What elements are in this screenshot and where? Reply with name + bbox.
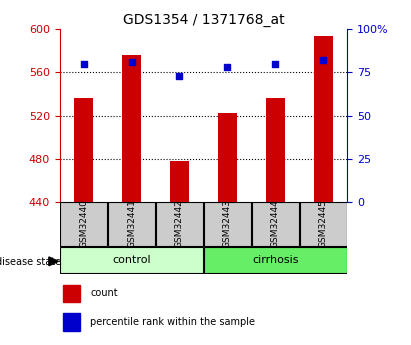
Point bbox=[128, 59, 135, 65]
Bar bbox=[60, 202, 107, 246]
Title: GDS1354 / 1371768_at: GDS1354 / 1371768_at bbox=[122, 13, 284, 27]
Bar bbox=[60, 247, 203, 273]
Bar bbox=[62, 313, 80, 331]
Text: GSM32445: GSM32445 bbox=[319, 199, 328, 248]
Bar bbox=[62, 285, 80, 302]
Point bbox=[224, 65, 231, 70]
Point bbox=[176, 73, 183, 79]
Text: GSM32442: GSM32442 bbox=[175, 199, 184, 248]
Bar bbox=[314, 36, 333, 202]
Bar bbox=[108, 202, 155, 246]
Text: cirrhosis: cirrhosis bbox=[252, 255, 299, 265]
Bar bbox=[156, 202, 203, 246]
Text: count: count bbox=[90, 288, 118, 298]
Text: GSM32441: GSM32441 bbox=[127, 199, 136, 248]
Polygon shape bbox=[49, 257, 58, 266]
Text: percentile rank within the sample: percentile rank within the sample bbox=[90, 317, 255, 327]
Bar bbox=[122, 55, 141, 202]
Bar bbox=[74, 98, 93, 202]
Bar bbox=[300, 202, 347, 246]
Bar bbox=[218, 114, 237, 202]
Bar bbox=[252, 202, 299, 246]
Point bbox=[272, 61, 279, 67]
Bar bbox=[204, 202, 251, 246]
Text: control: control bbox=[112, 255, 151, 265]
Bar bbox=[266, 98, 285, 202]
Point bbox=[320, 58, 327, 63]
Text: disease state: disease state bbox=[0, 257, 61, 266]
Bar bbox=[170, 161, 189, 202]
Point bbox=[80, 61, 87, 67]
Text: GSM32440: GSM32440 bbox=[79, 199, 88, 248]
Text: GSM32443: GSM32443 bbox=[223, 199, 232, 248]
Bar bbox=[204, 247, 347, 273]
Text: GSM32444: GSM32444 bbox=[271, 199, 280, 248]
